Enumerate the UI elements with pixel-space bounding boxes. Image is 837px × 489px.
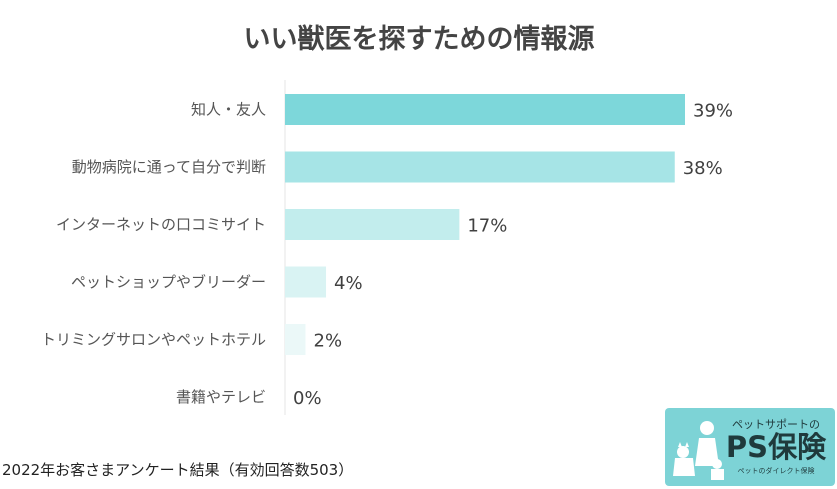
value-label: 2% [314, 331, 343, 352]
category-label: 動物病院に通って自分で判断 [72, 158, 266, 176]
logo-subtitle: ペットのダイレクト保険 [737, 467, 815, 475]
value-label: 38% [683, 158, 723, 179]
category-label: インターネットの口コミサイト [56, 216, 266, 234]
category-label: 書籍やテレビ [176, 388, 266, 406]
category-label: トリミングサロンやペットホテル [41, 331, 266, 349]
pet-owner-illustration [673, 421, 724, 480]
logo-tagline: ペットサポートの [732, 418, 820, 431]
value-label: 39% [693, 101, 733, 122]
survey-footnote: 2022年お客さまアンケート結果（有効回答数503） [2, 461, 354, 479]
bar [285, 266, 327, 298]
bar-chart: いい獣医を探すための情報源 知人・友人 39% 動物病院に通って自分で判断 38% イン… [41, 24, 733, 415]
category-label: 知人・友人 [191, 101, 266, 119]
bar [285, 151, 675, 183]
logo-name: PS保険 [725, 430, 827, 464]
category-label: ペットショップやブリーダー [71, 273, 266, 291]
bar [285, 209, 460, 240]
ps-insurance-logo: ペットサポートの PS保険 ペットのダイレクト保険 [665, 408, 835, 486]
chart-title: いい獣医を探すための情報源 [244, 24, 595, 55]
value-label: 17% [467, 216, 507, 237]
value-label: 0% [293, 388, 322, 409]
bar [285, 324, 306, 355]
bar [285, 94, 685, 125]
value-label: 4% [334, 273, 363, 294]
